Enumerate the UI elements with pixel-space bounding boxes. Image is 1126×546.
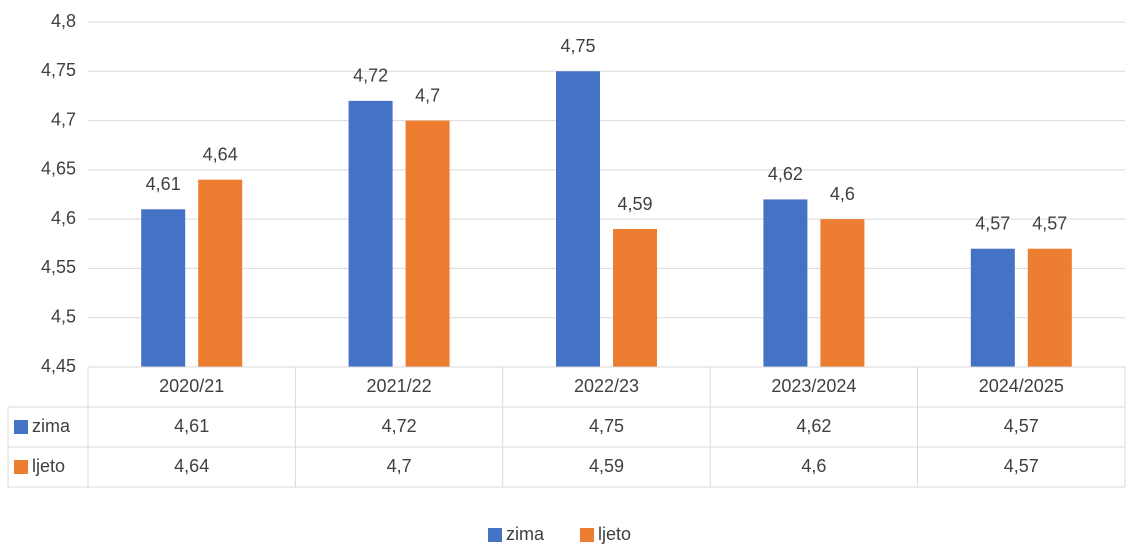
table-cell: 4,57 bbox=[1004, 456, 1039, 476]
data-label: 4,6 bbox=[830, 184, 855, 204]
table-cell: 4,61 bbox=[174, 416, 209, 436]
data-label: 4,57 bbox=[1032, 213, 1067, 233]
legend-key bbox=[488, 528, 502, 542]
data-label: 4,64 bbox=[203, 144, 238, 164]
bar bbox=[763, 199, 808, 367]
table-cell: 4,57 bbox=[1004, 416, 1039, 436]
y-tick-label: 4,75 bbox=[41, 60, 76, 80]
bar bbox=[820, 219, 865, 367]
bar bbox=[613, 229, 657, 367]
x-tick-label: 2024/2025 bbox=[979, 376, 1064, 396]
table-cell: 4,64 bbox=[174, 456, 209, 476]
table-cell: 4,6 bbox=[801, 456, 826, 476]
bar bbox=[1027, 248, 1072, 367]
data-label: 4,57 bbox=[975, 213, 1010, 233]
table-cell: 4,7 bbox=[387, 456, 412, 476]
legend-label: ljeto bbox=[598, 524, 631, 544]
bar bbox=[556, 71, 600, 368]
data-label: 4,61 bbox=[146, 174, 181, 194]
y-tick-label: 4,6 bbox=[51, 208, 76, 228]
table-cell: 4,72 bbox=[382, 416, 417, 436]
bar bbox=[405, 120, 450, 367]
table-cell: 4,62 bbox=[796, 416, 831, 436]
x-tick-label: 2021/22 bbox=[367, 376, 432, 396]
table-cell: 4,75 bbox=[589, 416, 624, 436]
x-tick-label: 2020/21 bbox=[159, 376, 224, 396]
data-label: 4,75 bbox=[560, 36, 595, 56]
y-tick-label: 4,65 bbox=[41, 159, 76, 179]
x-tick-label: 2023/2024 bbox=[771, 376, 856, 396]
bar bbox=[141, 209, 186, 367]
data-label: 4,62 bbox=[768, 164, 803, 184]
bar bbox=[348, 100, 393, 367]
table-legend-key bbox=[14, 420, 28, 434]
y-tick-label: 4,7 bbox=[51, 109, 76, 129]
data-label: 4,7 bbox=[415, 85, 440, 105]
legend-label: zima bbox=[506, 524, 545, 544]
data-label: 4,72 bbox=[353, 66, 388, 86]
table-legend-key bbox=[14, 460, 28, 474]
data-label: 4,59 bbox=[617, 194, 652, 214]
legend-key bbox=[580, 528, 594, 542]
y-tick-label: 4,8 bbox=[51, 11, 76, 31]
x-tick-label: 2022/23 bbox=[574, 376, 639, 396]
bar bbox=[970, 248, 1015, 367]
y-tick-label: 4,55 bbox=[41, 257, 76, 277]
y-tick-label: 4,45 bbox=[41, 356, 76, 376]
bar bbox=[198, 179, 243, 367]
table-row-header: zima bbox=[32, 416, 71, 436]
y-tick-label: 4,5 bbox=[51, 306, 76, 326]
table-cell: 4,59 bbox=[589, 456, 624, 476]
table-row-header: ljeto bbox=[32, 456, 65, 476]
